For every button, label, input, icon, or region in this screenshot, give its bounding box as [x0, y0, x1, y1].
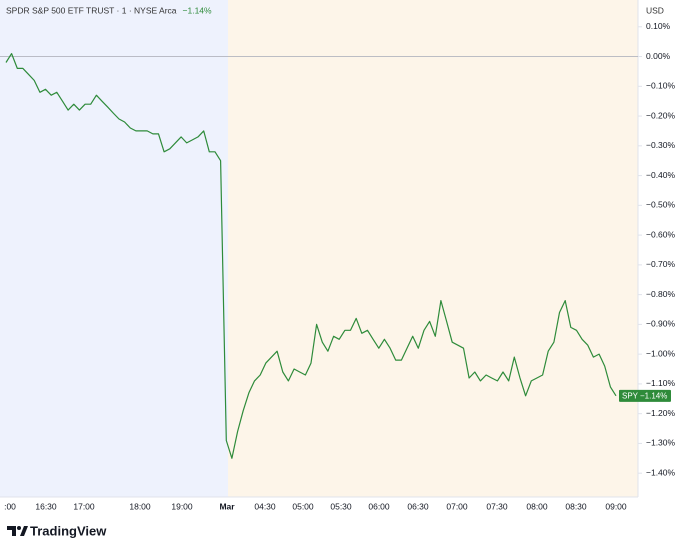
x-tick-label: 19:00: [171, 501, 193, 511]
brand: TradingView: [30, 523, 107, 538]
session-pre: [0, 0, 228, 497]
y-tick-label: −0.50%: [646, 200, 676, 210]
y-tick-label: −0.40%: [646, 170, 676, 180]
y-tick-label: 0.10%: [646, 21, 671, 31]
x-tick-label: 06:00: [368, 501, 390, 511]
x-tick-label: 07:30: [486, 501, 508, 511]
y-tick-label: −0.70%: [646, 259, 676, 269]
badge-value: −1.14%: [640, 391, 667, 400]
badge-symbol: SPY: [622, 391, 639, 400]
x-tick-label: 08:30: [565, 501, 587, 511]
y-tick-label: −0.80%: [646, 289, 676, 299]
y-tick-label: −0.30%: [646, 140, 676, 150]
x-tick-label: 05:30: [330, 501, 352, 511]
price-badge: [619, 389, 671, 402]
x-tick-label: 05:00: [292, 501, 314, 511]
x-tick-label: 06:30: [407, 501, 429, 511]
price-line: [5, 53, 617, 459]
brand-logo: [7, 526, 28, 536]
x-tick-label: 16:30: [35, 501, 57, 511]
y-tick-label: −1.40%: [646, 467, 676, 477]
x-tick-label: 08:00: [526, 501, 548, 511]
y-tick-label: −0.90%: [646, 319, 676, 329]
y-tick-label: −0.10%: [646, 81, 676, 91]
y-tick-label: −0.20%: [646, 110, 676, 120]
symbol-title: SPDR S&P 500 ETF TRUST · 1 · NYSE Arca: [6, 5, 177, 15]
currency: USD: [646, 5, 664, 15]
y-tick-label: −1.00%: [646, 348, 676, 358]
change: −1.14%: [183, 5, 213, 15]
session-main: [228, 0, 638, 497]
y-tick-label: −1.30%: [646, 438, 676, 448]
x-tick-label: Mar: [219, 501, 235, 511]
x-tick-label: 04:30: [254, 501, 276, 511]
y-tick-label: −1.20%: [646, 408, 676, 418]
y-tick-label: 0.00%: [646, 51, 671, 61]
x-tick-label: 09:00: [605, 501, 627, 511]
x-tick-label: 17:00: [73, 501, 95, 511]
x-tick-label: :00: [4, 501, 16, 511]
x-tick-label: 07:00: [446, 501, 468, 511]
x-tick-label: 18:00: [129, 501, 151, 511]
y-tick-label: −0.60%: [646, 229, 676, 239]
y-tick-label: −1.10%: [646, 378, 676, 388]
